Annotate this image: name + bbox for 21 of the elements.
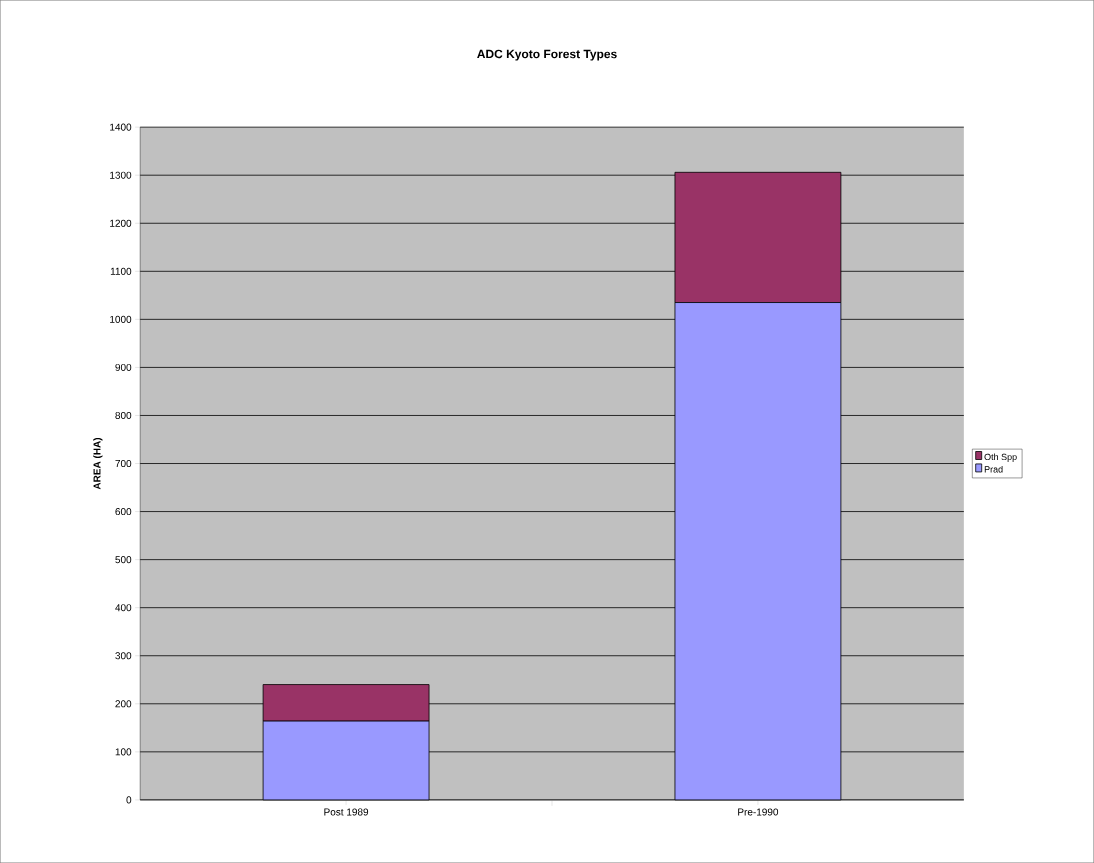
y-tick-label: 1200	[110, 219, 132, 227]
y-tick-label: 1400	[110, 123, 132, 131]
y-tick-label: 700	[115, 459, 132, 468]
y-tick-label: 100	[115, 748, 132, 756]
y-tick-label: 0	[126, 796, 132, 804]
y-tick-label: 1300	[110, 171, 132, 179]
y-tick-label: 200	[115, 700, 132, 708]
y-tick-label: 800	[115, 411, 132, 419]
y-tick-label: 500	[115, 556, 132, 564]
y-tick-label: 1000	[110, 315, 132, 323]
legend-label: Oth Spp	[984, 453, 1017, 462]
y-tick-label: 300	[115, 652, 132, 660]
y-tick-label: 1100	[110, 267, 132, 275]
y-tick-label: 600	[115, 508, 132, 516]
x-tick-label: Post 1989	[324, 808, 369, 816]
y-tick-label: 900	[115, 363, 132, 371]
y-axis-title: AREA (HA)	[93, 437, 103, 490]
legend-label: Prad	[984, 465, 1003, 473]
x-tick-label: Pre-1990	[738, 808, 779, 816]
chart-title: ADC Kyoto Forest Types	[477, 49, 617, 61]
y-tick-label: 400	[115, 604, 132, 612]
